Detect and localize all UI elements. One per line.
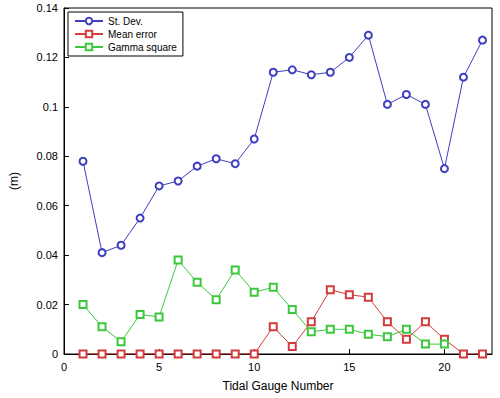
svg-text:0.12: 0.12 bbox=[37, 51, 58, 63]
svg-text:0: 0 bbox=[61, 361, 67, 373]
svg-text:Gamma square: Gamma square bbox=[108, 42, 177, 53]
svg-text:St. Dev.: St. Dev. bbox=[108, 16, 143, 27]
svg-text:15: 15 bbox=[343, 361, 355, 373]
svg-text:0.14: 0.14 bbox=[37, 2, 58, 14]
svg-text:0.1: 0.1 bbox=[43, 101, 58, 113]
svg-text:Tidal Gauge Number: Tidal Gauge Number bbox=[223, 379, 334, 393]
svg-text:0.06: 0.06 bbox=[37, 200, 58, 212]
svg-text:20: 20 bbox=[438, 361, 450, 373]
svg-text:0.02: 0.02 bbox=[37, 299, 58, 311]
svg-text:Mean error: Mean error bbox=[108, 29, 158, 40]
svg-text:0: 0 bbox=[52, 348, 58, 360]
svg-text:5: 5 bbox=[156, 361, 162, 373]
svg-text:10: 10 bbox=[248, 361, 260, 373]
svg-text:0.04: 0.04 bbox=[37, 249, 58, 261]
svg-text:0.08: 0.08 bbox=[37, 150, 58, 162]
svg-text:(m): (m) bbox=[7, 172, 21, 190]
